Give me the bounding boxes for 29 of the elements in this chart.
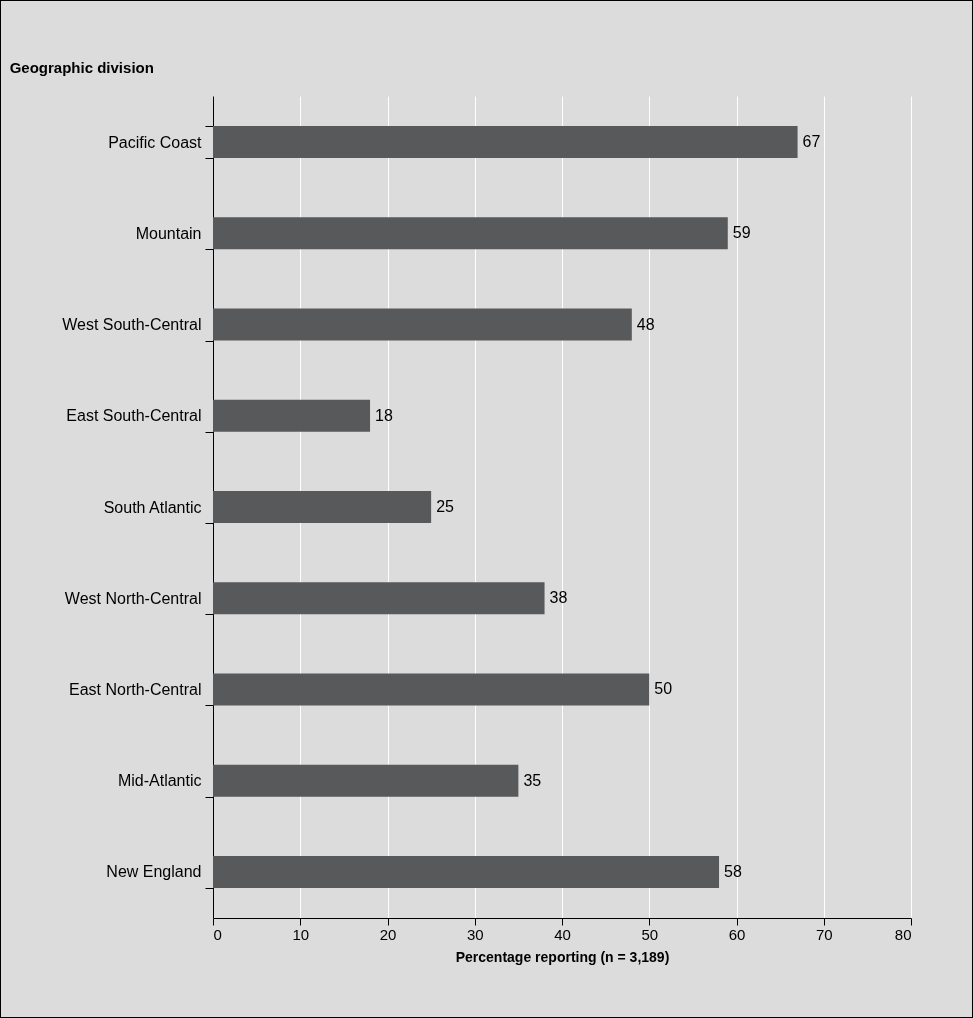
y-tick-label: South Atlantic — [103, 498, 202, 516]
x-tick-label: 10 — [292, 925, 310, 943]
text: Geographic division — [9, 59, 154, 76]
x-tick-label: 0 — [213, 925, 222, 943]
x-axis-title: Percentage reporting (n = 3,189) — [455, 948, 670, 965]
y-tick-label: Mid-Atlantic — [117, 772, 202, 790]
y-tick-label: East North-Central — [69, 680, 202, 698]
y-tick-label: Mountain — [135, 224, 202, 242]
x-tick-label: 20 — [379, 925, 397, 943]
data-label: 59 — [732, 224, 751, 242]
data-label: 18 — [375, 406, 393, 424]
x-tick-label: 60 — [728, 925, 746, 943]
x-tick-label: 50 — [641, 925, 659, 943]
y-tick-label: West North-Central — [64, 589, 202, 607]
data-label: 48 — [636, 315, 655, 333]
data-label: 67 — [802, 133, 821, 151]
data-label: 25 — [436, 498, 455, 515]
y-tick-label: Pacific Coast — [108, 133, 203, 151]
data-label: 38 — [549, 589, 568, 607]
x-tick-label: 80 — [894, 925, 912, 943]
y-tick-label: East South-Central — [66, 407, 202, 425]
y-tick-label: New England — [106, 863, 202, 881]
x-tick-label: 40 — [554, 925, 571, 943]
data-label: 50 — [654, 680, 673, 698]
x-tick-label: 30 — [466, 925, 484, 943]
data-label: 58 — [724, 862, 742, 880]
y-tick-label: West South-Central — [62, 316, 202, 334]
data-label: 35 — [523, 771, 542, 789]
x-tick-label: 70 — [815, 925, 833, 943]
